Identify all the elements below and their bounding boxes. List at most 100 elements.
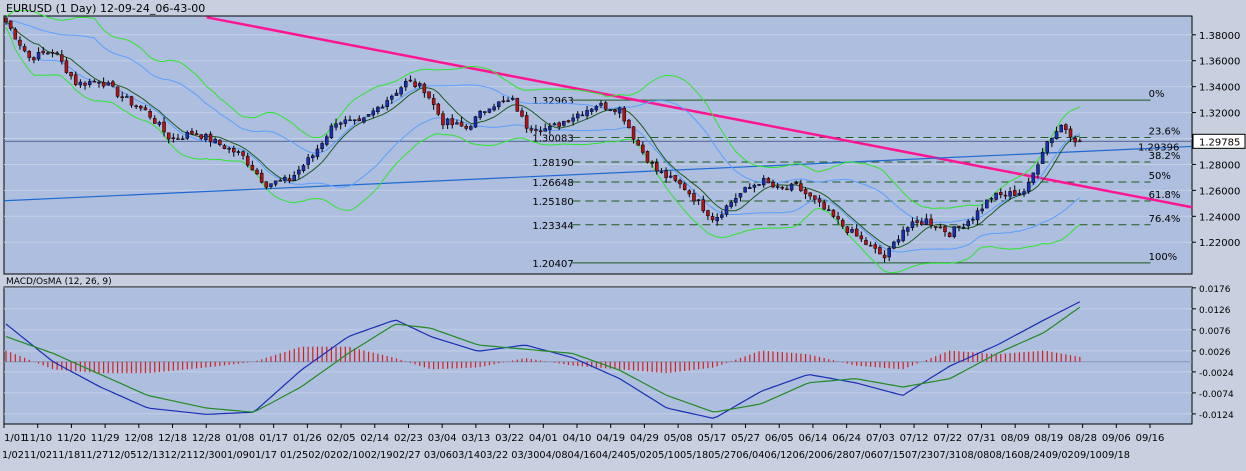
candle-up: [236, 151, 241, 153]
candle-up: [315, 148, 320, 157]
candle-up: [608, 109, 613, 112]
candle-down: [854, 228, 859, 237]
time-date-strip: 1/0211/0211/1811/2712/0512/1312/2112/300…: [2, 450, 1130, 461]
candle-down: [836, 216, 840, 220]
candle-down: [878, 247, 882, 255]
macd-line: [5, 301, 1081, 419]
candle-down: [957, 225, 961, 228]
candle-up: [366, 114, 371, 117]
candle-down: [278, 180, 283, 182]
candle-down: [101, 82, 106, 87]
candle-down: [143, 107, 148, 111]
candle-down: [771, 181, 775, 188]
candle-down: [1078, 140, 1082, 143]
candle-up: [562, 120, 566, 126]
time-tick-label: 04/19: [596, 433, 625, 444]
candle-up: [752, 184, 757, 188]
time-tick-label: 02/14: [360, 433, 389, 444]
candle-up: [343, 119, 348, 124]
macd-panel[interactable]: [3, 286, 1193, 425]
fib-level-label: 23.6%: [1149, 126, 1181, 137]
candles: [4, 15, 1082, 263]
current-price-label: 1.29785: [1199, 137, 1240, 148]
candle-down: [13, 28, 18, 40]
macd-tick-label: 0.0126: [1199, 306, 1231, 316]
candle-down: [859, 235, 864, 240]
time-tick-label: 06/05: [765, 433, 794, 444]
candle-up: [617, 107, 622, 114]
candle-up: [469, 126, 473, 130]
candle-up: [362, 117, 366, 123]
candle-up: [157, 122, 162, 125]
candle-up: [748, 187, 752, 189]
candle-up: [580, 114, 585, 117]
candle-down: [190, 130, 194, 135]
fib-price-label: 1.20407: [532, 259, 573, 270]
candle-up: [376, 106, 380, 113]
candle-up: [1031, 172, 1036, 183]
macd-lines: [5, 301, 1081, 419]
candle-up: [380, 106, 385, 109]
candle-up: [599, 103, 603, 106]
candle-down: [222, 145, 227, 150]
candle-down: [464, 126, 468, 129]
time-tick-label: 02/05: [327, 433, 356, 444]
candle-up: [455, 122, 459, 125]
fib-price-label: 1.32963: [532, 96, 573, 107]
candle-down: [436, 103, 441, 115]
candle-up: [1050, 137, 1054, 144]
candle-down: [766, 178, 771, 184]
candle-down: [631, 126, 636, 140]
candle-down: [813, 195, 817, 200]
price-panel[interactable]: [3, 15, 1193, 275]
candle-down: [162, 121, 166, 133]
time-tick-label: 12/18: [158, 433, 187, 444]
candle-up: [301, 165, 306, 171]
time-tick-label: 07/03: [866, 433, 895, 444]
time-tick-label: 12/28: [192, 433, 221, 444]
candle-up: [975, 210, 980, 221]
time-tick-label: 05/08: [664, 433, 693, 444]
time-tick-label: 08/19: [1034, 433, 1063, 444]
candle-up: [966, 220, 970, 227]
time-tick-label: 01/26: [293, 433, 322, 444]
price-tick-label: 1.28000: [1199, 160, 1240, 171]
candle-down: [171, 137, 176, 139]
fib-price-label: 1.30083: [532, 133, 573, 144]
time-tick-label: 11/20: [57, 433, 86, 444]
candle-down: [241, 151, 245, 156]
candle-down: [357, 118, 362, 122]
candle-up: [473, 116, 478, 128]
candle-down: [27, 51, 31, 58]
candle-up: [901, 229, 905, 241]
time-tick-label: 08/28: [1068, 433, 1097, 444]
candle-down: [943, 226, 947, 233]
candle-down: [1012, 190, 1017, 196]
candle-up: [757, 184, 761, 186]
candle-up: [696, 199, 701, 201]
price-tick-label: 1.34000: [1199, 83, 1240, 94]
candle-up: [543, 128, 547, 132]
candle-up: [320, 143, 324, 149]
candle-up: [585, 110, 589, 117]
candle-down: [120, 96, 124, 98]
candle-down: [194, 133, 199, 135]
candle-up: [292, 175, 296, 181]
candle-up: [334, 123, 338, 128]
candle-up: [487, 108, 492, 113]
candle-up: [887, 247, 891, 258]
candle-down: [831, 209, 836, 217]
time-tick-label: 06/24: [832, 433, 861, 444]
candle-down: [785, 188, 789, 191]
candle-up: [761, 178, 766, 186]
time-tick-label: 07/22: [933, 433, 962, 444]
time-tick-label: 07/12: [900, 433, 929, 444]
candle-up: [720, 214, 724, 218]
fib-level-label: 50%: [1149, 171, 1171, 182]
candle-up: [571, 117, 575, 122]
candle-down: [264, 181, 269, 188]
bollinger-lower: [5, 26, 1081, 274]
fib-level-label: 61.8%: [1149, 190, 1181, 201]
